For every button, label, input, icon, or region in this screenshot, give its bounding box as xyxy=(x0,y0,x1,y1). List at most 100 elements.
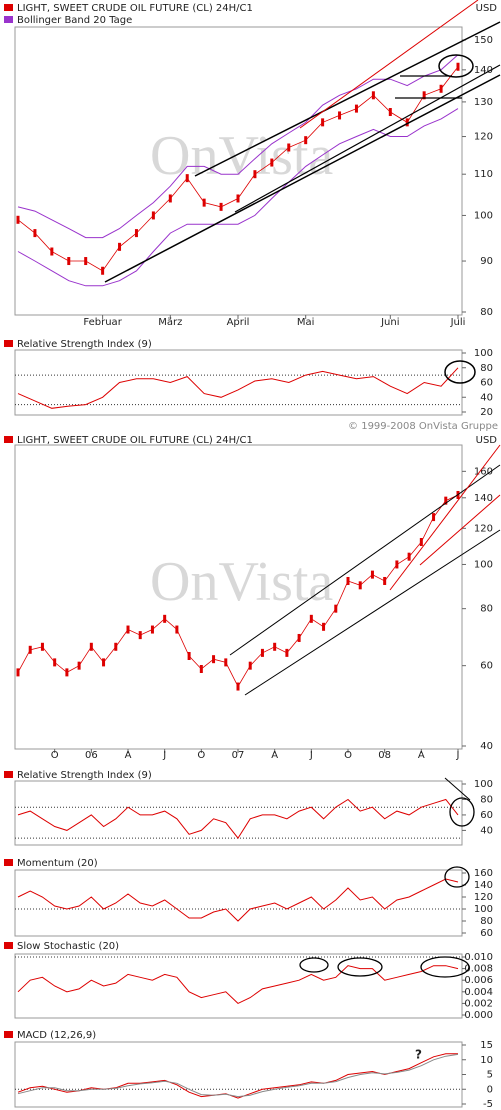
candle xyxy=(219,202,223,211)
x-tick-label: Juli xyxy=(450,317,466,328)
candle xyxy=(371,91,375,100)
y-tick-label: -5 xyxy=(483,1099,493,1110)
candle xyxy=(138,631,142,640)
annotations xyxy=(104,0,501,978)
highlight-ellipse xyxy=(299,957,329,973)
candle xyxy=(185,174,189,183)
x-tick-label: A xyxy=(125,750,132,761)
candle xyxy=(168,194,172,203)
series-line xyxy=(17,798,459,839)
legend-swatch xyxy=(4,16,13,23)
candle xyxy=(16,215,20,224)
candle xyxy=(199,664,203,673)
y-tick-label: 80 xyxy=(480,363,493,374)
candle xyxy=(422,91,426,100)
y-tick-label: 140 xyxy=(474,65,493,76)
currency-label: USD xyxy=(476,3,498,14)
copyright: © 1999-2008 OnVista Gruppe xyxy=(348,421,498,432)
candle xyxy=(439,84,443,93)
series-line xyxy=(17,1053,458,1099)
y-tick-label: 150 xyxy=(474,35,493,46)
candle xyxy=(334,604,338,613)
plot-frame xyxy=(14,869,463,937)
candle xyxy=(16,668,20,677)
panel: Relative Strength Index (9) 20 40 60 80 100 xyxy=(4,339,493,418)
legend-swatch xyxy=(4,859,13,866)
y-tick-label: 100 xyxy=(474,559,493,570)
highlight-ellipse xyxy=(449,797,475,827)
candle xyxy=(126,625,130,634)
candle xyxy=(114,642,118,651)
trend-line xyxy=(419,494,501,566)
legend-swatch xyxy=(4,436,13,443)
candle xyxy=(150,625,154,634)
legend-label: Slow Stochastic (20) xyxy=(17,941,119,952)
candle xyxy=(407,552,411,561)
candle xyxy=(444,496,448,505)
watermark: OnVista xyxy=(150,125,333,187)
candle xyxy=(40,642,44,651)
legend-label: LIGHT, SWEET CRUDE OIL FUTURE (CL) 24H/C… xyxy=(17,3,253,14)
candle xyxy=(370,570,374,579)
series-line xyxy=(17,54,459,239)
x-tick-label: Mai xyxy=(297,317,315,328)
candle xyxy=(405,118,409,127)
y-tick-label: 0.000 xyxy=(464,1010,493,1021)
candle xyxy=(163,614,167,623)
y-tick-label: 20 xyxy=(480,407,493,418)
y-tick-label: 0.008 xyxy=(464,964,493,975)
y-tick-label: 120 xyxy=(474,892,493,903)
y-tick-label: 100 xyxy=(474,779,493,790)
y-tick-label: 60 xyxy=(480,378,493,389)
candle xyxy=(395,560,399,569)
watermark: OnVista xyxy=(150,551,333,613)
x-tick-label: 07 xyxy=(232,750,245,761)
candle xyxy=(388,108,392,117)
candle xyxy=(321,118,325,127)
y-tick-label: 40 xyxy=(480,741,493,752)
trend-line xyxy=(389,444,501,591)
panel: MACD (12,26,9) -5 0 5 10 15? xyxy=(4,1030,493,1110)
x-tick-label: 08 xyxy=(378,750,391,761)
x-tick-label: April xyxy=(227,317,250,328)
candle xyxy=(118,242,122,251)
legend-swatch xyxy=(4,942,13,949)
legend-label: Bollinger Band 20 Tage xyxy=(17,15,132,26)
x-tick-label: 06 xyxy=(85,750,98,761)
candle xyxy=(236,194,240,203)
candle xyxy=(270,158,274,167)
y-tick-label: 160 xyxy=(474,466,493,477)
y-tick-label: 100 xyxy=(474,348,493,359)
y-tick-label: 80 xyxy=(480,307,493,318)
y-tick-label: 130 xyxy=(474,97,493,108)
y-tick-label: 120 xyxy=(474,523,493,534)
plot-frame xyxy=(14,780,463,846)
candle xyxy=(101,266,105,275)
y-tick-label: 0.002 xyxy=(464,998,493,1009)
panel: Slow Stochastic (20) 0.0000.0020.0040.006… xyxy=(4,941,493,1021)
annotation: ? xyxy=(415,1048,422,1062)
candle xyxy=(260,648,264,657)
y-tick-label: 5 xyxy=(487,1070,493,1081)
x-tick-label: J xyxy=(309,750,313,761)
series-line xyxy=(17,367,459,409)
x-tick-label: A xyxy=(418,750,425,761)
charts: OnVista LIGHT, SWEET CRUDE OIL FUTURE (CL… xyxy=(4,3,497,1110)
candle xyxy=(285,648,289,657)
plot-frame xyxy=(14,1041,463,1108)
candle xyxy=(212,655,216,664)
candle xyxy=(50,247,54,256)
y-tick-label: 40 xyxy=(480,825,493,836)
candle xyxy=(151,211,155,220)
y-tick-label: 110 xyxy=(474,169,493,180)
trend-line xyxy=(229,464,501,656)
y-tick-label: 100 xyxy=(474,210,493,221)
series-line xyxy=(17,108,459,287)
candle xyxy=(202,198,206,207)
candle xyxy=(456,62,460,71)
candle xyxy=(84,257,88,266)
candle xyxy=(175,625,179,634)
y-tick-label: 40 xyxy=(480,392,493,403)
trend-line xyxy=(299,0,479,129)
